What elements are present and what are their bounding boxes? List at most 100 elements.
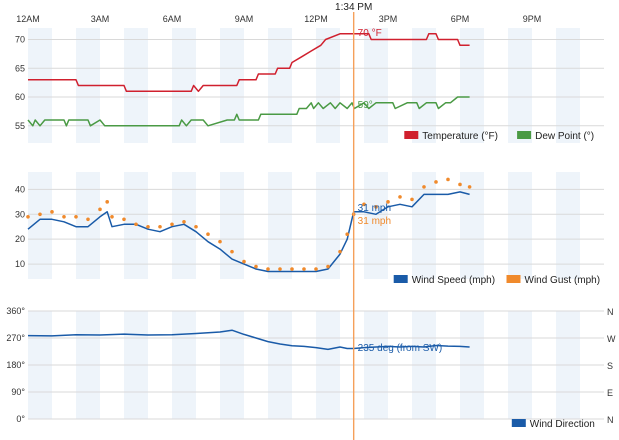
legend: Dew Point (°) Temperature (°F) bbox=[404, 131, 594, 142]
legend-swatch bbox=[393, 275, 408, 283]
gust-point bbox=[386, 200, 390, 204]
gust-point bbox=[362, 202, 366, 207]
y-tick-label: 270° bbox=[6, 333, 25, 343]
panel-1: 55 60 65 70 bbox=[15, 28, 604, 143]
gust-point bbox=[434, 180, 438, 184]
y-tick-label: 0° bbox=[16, 414, 25, 424]
gust-point bbox=[266, 267, 270, 271]
series-line-temperature bbox=[28, 33, 470, 93]
gust-point bbox=[122, 217, 126, 222]
gust-point bbox=[26, 214, 30, 219]
series-line-dew_point bbox=[27, 96, 470, 127]
hour-band bbox=[316, 172, 340, 279]
legend-label: Wind Gust (mph) bbox=[525, 275, 601, 286]
hour-band bbox=[412, 28, 436, 143]
gust-point bbox=[446, 177, 450, 182]
x-tick-label: 3PM bbox=[379, 14, 398, 24]
series-wind_gust bbox=[26, 177, 472, 271]
series-line-wind_speed bbox=[27, 191, 470, 273]
gust-point bbox=[218, 239, 222, 244]
gust-point bbox=[302, 267, 306, 271]
gust-point bbox=[105, 200, 109, 204]
time-cursor-label: 1:34 PM bbox=[335, 2, 372, 13]
gust-point bbox=[86, 217, 90, 222]
y-tick-label: 70 bbox=[15, 35, 25, 45]
legend-label: Wind Speed (mph) bbox=[412, 275, 495, 286]
hour-band bbox=[460, 172, 484, 279]
gust-point bbox=[110, 214, 114, 219]
temperature-current-label: 70 °F bbox=[358, 28, 382, 39]
gust-point bbox=[50, 210, 54, 214]
gust-point bbox=[134, 222, 138, 227]
gust-point bbox=[230, 249, 234, 254]
gust-point bbox=[290, 267, 294, 271]
y-tick-label: 20 bbox=[15, 234, 25, 244]
cardinal-tick-label: N bbox=[607, 415, 614, 425]
hour-band bbox=[364, 28, 388, 143]
legend-label: Wind Direction bbox=[530, 419, 595, 430]
cardinal-tick-label: W bbox=[607, 334, 616, 344]
panel-2: 10 20 30 40 bbox=[15, 172, 604, 279]
gust-point bbox=[242, 259, 246, 264]
wind-direction-current-label: 235 deg (from SW) bbox=[358, 343, 442, 354]
cardinal-tick-label: N bbox=[607, 307, 614, 317]
hour-band bbox=[508, 28, 532, 143]
gust-point bbox=[338, 249, 342, 254]
hour-band bbox=[460, 28, 484, 143]
series-dew_point bbox=[27, 96, 470, 127]
y-tick-label: 10 bbox=[15, 259, 25, 269]
y-tick-label: 30 bbox=[15, 209, 25, 219]
gust-point bbox=[422, 185, 426, 189]
series-wind_direction bbox=[27, 329, 470, 351]
series-temperature bbox=[28, 33, 470, 93]
x-tick-label: 12AM bbox=[16, 14, 40, 24]
legend: Wind Direction bbox=[511, 419, 595, 430]
x-tick-label: 6PM bbox=[451, 14, 470, 24]
gust-point bbox=[38, 212, 42, 217]
panel-3: 0° 90° 180° 270° 360° N E S W N bbox=[6, 306, 616, 425]
x-tick-label: 9AM bbox=[235, 14, 254, 24]
x-tick-label: 3AM bbox=[91, 14, 110, 24]
y-tick-label: 60 bbox=[15, 92, 25, 102]
wind-gust-current-label: 31 mph bbox=[358, 216, 391, 227]
gust-point bbox=[458, 182, 462, 187]
series-wind_speed bbox=[27, 191, 470, 273]
hour-band bbox=[316, 28, 340, 143]
legend-label: Dew Point (°) bbox=[535, 131, 594, 142]
hour-band bbox=[556, 28, 580, 143]
series-line-wind_direction bbox=[27, 329, 470, 351]
cardinal-tick-label: E bbox=[607, 388, 613, 398]
y-tick-label: 180° bbox=[6, 360, 25, 370]
gust-point bbox=[410, 197, 414, 202]
hour-band bbox=[268, 28, 292, 143]
gust-point bbox=[345, 232, 350, 237]
gust-point bbox=[398, 195, 402, 199]
legend-swatch bbox=[517, 131, 532, 139]
gust-point bbox=[206, 232, 210, 237]
gust-point bbox=[182, 219, 186, 224]
y-tick-label: 360° bbox=[6, 306, 25, 316]
legend-swatch bbox=[506, 275, 521, 283]
gust-point bbox=[74, 214, 78, 219]
x-tick-label: 6AM bbox=[163, 14, 182, 24]
dew-point-current-label: 59° bbox=[358, 100, 373, 111]
gust-point bbox=[170, 222, 174, 227]
legend-swatch bbox=[404, 131, 419, 139]
gust-point bbox=[98, 207, 102, 212]
gust-point bbox=[314, 267, 318, 271]
gust-point bbox=[467, 185, 472, 189]
gust-point bbox=[326, 264, 330, 269]
y-tick-label: 90° bbox=[11, 387, 25, 397]
legend: Wind Gust (mph) Wind Speed (mph) bbox=[393, 275, 601, 286]
gust-point bbox=[62, 214, 66, 219]
cardinal-tick-label: S bbox=[607, 361, 613, 371]
legend-swatch bbox=[511, 419, 526, 427]
wind-speed-current-label: 31 mph bbox=[358, 203, 391, 214]
x-tick-label: 12PM bbox=[304, 14, 328, 24]
legend-label: Temperature (°F) bbox=[422, 131, 498, 142]
y-tick-label: 40 bbox=[15, 184, 25, 194]
x-tick-label: 9PM bbox=[523, 14, 542, 24]
gust-point bbox=[194, 224, 198, 229]
gust-point bbox=[158, 224, 162, 229]
